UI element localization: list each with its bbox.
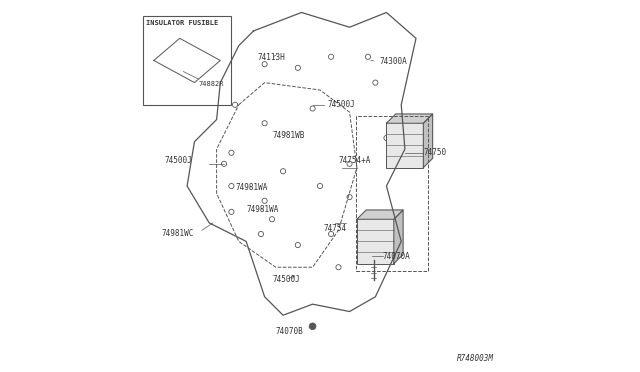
Text: 74500J: 74500J <box>165 155 193 165</box>
Polygon shape <box>394 210 403 263</box>
Text: 74754+A: 74754+A <box>339 155 371 165</box>
Text: 74882R: 74882R <box>198 81 223 87</box>
Text: 74981WA: 74981WA <box>246 205 278 214</box>
Bar <box>387 123 424 167</box>
Polygon shape <box>357 210 403 219</box>
Text: 74070A: 74070A <box>383 251 410 261</box>
Text: 74113H: 74113H <box>257 54 285 62</box>
Text: 74500J: 74500J <box>272 275 300 284</box>
Text: 74500J: 74500J <box>328 100 355 109</box>
Polygon shape <box>424 114 433 167</box>
Text: INSULATOR FUSIBLE: INSULATOR FUSIBLE <box>147 20 219 26</box>
Text: 74981WB: 74981WB <box>272 131 305 140</box>
Text: 74981WA: 74981WA <box>235 183 268 192</box>
Text: 74981WC: 74981WC <box>161 230 194 238</box>
Text: R748003M: R748003M <box>456 354 493 363</box>
Circle shape <box>309 323 316 330</box>
Bar <box>357 219 394 263</box>
Text: 74750: 74750 <box>424 148 447 157</box>
Polygon shape <box>387 114 433 123</box>
Text: 74754: 74754 <box>324 224 347 233</box>
Text: 74070B: 74070B <box>276 327 310 336</box>
Text: 74300A: 74300A <box>371 57 407 66</box>
Bar <box>356 116 428 271</box>
Bar <box>143 16 232 105</box>
